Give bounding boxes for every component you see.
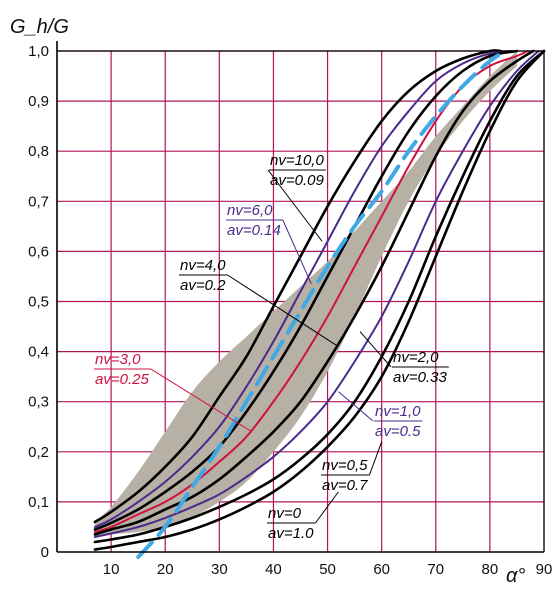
y-tick-label: 0,6 xyxy=(28,243,49,260)
annotation-label-bottom: av=0.14 xyxy=(227,222,281,239)
annotation-label-top: nv=10,0 xyxy=(270,152,324,169)
annotation-label-top: nv=2,0 xyxy=(393,349,439,366)
y-tick-label: 0,2 xyxy=(28,444,49,461)
y-tick-label: 0,9 xyxy=(28,93,49,110)
y-axis-title: G_h/G xyxy=(10,16,69,38)
x-axis-title: α° xyxy=(506,565,525,587)
annotation-label-top: nv=1,0 xyxy=(375,403,421,420)
annotation-leader xyxy=(369,442,381,475)
annotation-label-bottom: av=1.0 xyxy=(268,525,314,542)
annotation-label-top: nv=4,0 xyxy=(180,257,226,274)
annotation-label-bottom: av=0.7 xyxy=(322,477,368,494)
y-tick-label: 0,5 xyxy=(28,294,49,311)
annotation-label-bottom: av=0.25 xyxy=(95,371,149,388)
annotation-label-bottom: av=0.33 xyxy=(393,369,447,386)
x-tick-label: 80 xyxy=(482,561,499,578)
y-tick-label: 0 xyxy=(41,544,49,561)
x-tick-label: 10 xyxy=(103,561,120,578)
y-tick-label: 0,4 xyxy=(28,344,49,361)
annotation-label-top: nv=0,5 xyxy=(322,457,368,474)
annotation-label-bottom: av=0.09 xyxy=(270,172,324,189)
x-tick-label: 50 xyxy=(319,561,336,578)
y-tick-label: 0,8 xyxy=(28,143,49,160)
x-tick-label: 20 xyxy=(157,561,174,578)
x-tick-label: 30 xyxy=(211,561,228,578)
x-tick-label: 40 xyxy=(265,561,282,578)
annotation-label-bottom: av=0.5 xyxy=(375,423,421,440)
y-tick-label: 0,7 xyxy=(28,193,49,210)
x-tick-label: 70 xyxy=(427,561,444,578)
annotation-label-top: nv=6,0 xyxy=(227,202,273,219)
x-tick-label: 60 xyxy=(373,561,390,578)
y-tick-label: 0,3 xyxy=(28,394,49,411)
y-tick-label: 1,0 xyxy=(28,43,49,60)
y-tick-label: 0,1 xyxy=(28,494,49,511)
x-tick-label: 90 xyxy=(536,561,553,578)
annotation-label-bottom: av=0.2 xyxy=(180,277,226,294)
annotation-label-top: nv=3,0 xyxy=(95,351,141,368)
annotation-leader xyxy=(315,492,338,523)
annotation-label-top: nv=0 xyxy=(268,505,302,522)
